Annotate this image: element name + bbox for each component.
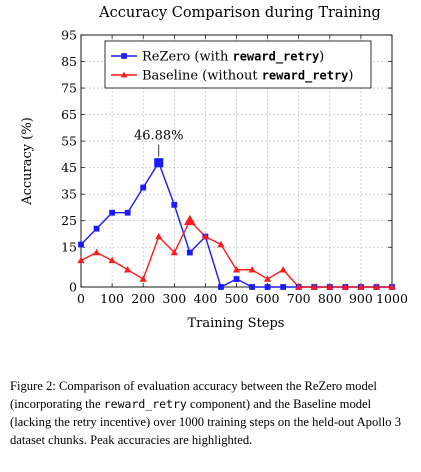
series-markers [77, 158, 396, 290]
rezero-point [93, 225, 100, 232]
legend: ReZero (with reward_retry) Baseline (wit… [104, 40, 372, 89]
rezero-point [109, 209, 115, 216]
x-tick-label: 600 [256, 291, 280, 306]
accuracy-chart: Accuracy Comparison during Training 0 100… [20, 5, 408, 331]
y-tick-label: 95 [61, 28, 77, 43]
x-tick-label: 0 [77, 291, 85, 306]
y-axis-label: Accuracy (%) [20, 117, 35, 206]
baseline-point [341, 283, 349, 290]
legend-baseline-marker [120, 71, 128, 78]
baseline-point [155, 233, 163, 240]
legend-baseline-text-2: ) [348, 69, 353, 84]
x-tick-label: 800 [318, 291, 342, 306]
baseline-point [139, 275, 147, 282]
legend-box [104, 40, 372, 89]
x-tick-label: 1000 [376, 291, 408, 306]
x-tick-label: 200 [131, 291, 155, 306]
rezero-point [233, 276, 240, 282]
legend-rezero-text-2: ) [319, 50, 324, 65]
y-tick-label: 25 [61, 213, 77, 228]
y-tick-label: 45 [61, 160, 77, 175]
baseline-point [326, 283, 334, 290]
baseline-point [232, 266, 241, 273]
baseline-point [124, 266, 132, 273]
x-tick-label: 500 [225, 291, 249, 306]
baseline-point [248, 266, 256, 273]
y-tick-label: 35 [61, 187, 77, 202]
y-tick-label: 55 [61, 134, 77, 149]
y-tick-label: 85 [61, 54, 77, 69]
baseline-point [77, 256, 85, 264]
legend-rezero-text-1: ReZero (with [142, 50, 232, 65]
baseline-point [108, 256, 116, 264]
rezero-point [171, 201, 178, 208]
baseline-point [357, 283, 365, 290]
baseline-point [170, 248, 178, 256]
x-tick-label: 700 [287, 291, 311, 306]
y-tick-label: 65 [61, 107, 77, 122]
baseline-point [184, 214, 196, 226]
x-tick-label: 900 [349, 291, 373, 306]
caption-text-2: component) and the Baseline model (lacki… [10, 397, 402, 447]
rezero-point [186, 249, 193, 256]
x-tick-label: 300 [162, 291, 186, 306]
caption-text-1: Figure 2: Comparison of evaluation accur… [10, 379, 377, 411]
baseline-point [92, 248, 101, 256]
baseline-point [279, 266, 287, 273]
legend-baseline-code: reward_retry [262, 69, 349, 84]
legend-rezero-marker [121, 53, 127, 59]
legend-baseline-label: Baseline (without reward_retry) [142, 69, 353, 84]
baseline-point [295, 283, 303, 290]
legend-baseline-text-1: Baseline (without [142, 69, 262, 84]
rezero-point [280, 284, 287, 290]
figure-caption: Figure 2: Comparison of evaluation accur… [10, 377, 412, 449]
y-tick-label: 15 [61, 240, 77, 255]
peak-annotation: 46.88% [134, 129, 184, 157]
rezero-point [218, 284, 224, 290]
tick-labels: 0 100 200 300 400 500 600 700 800 900 1000 0 15 25 35 4… [61, 28, 408, 307]
rezero-point [140, 184, 147, 191]
baseline-point [372, 283, 381, 290]
rezero-point [78, 241, 84, 248]
rezero-point [124, 209, 131, 216]
x-axis-label: Training Steps [188, 316, 285, 331]
rezero-point [154, 158, 164, 168]
x-tick-label: 400 [193, 291, 217, 306]
baseline-point [201, 233, 209, 240]
rezero-point [249, 284, 255, 290]
rezero-point [264, 284, 271, 290]
x-tick-label: 100 [100, 291, 124, 306]
baseline-point [264, 275, 272, 282]
chart-title: Accuracy Comparison during Training [98, 5, 381, 21]
legend-rezero-label: ReZero (with reward_retry) [142, 50, 324, 65]
y-tick-label: 75 [61, 81, 77, 96]
y-tick-label: 0 [69, 280, 77, 295]
caption-code: reward_retry [103, 397, 187, 411]
baseline-point [217, 240, 225, 248]
legend-rezero-code: reward_retry [232, 50, 319, 65]
baseline-point [310, 283, 318, 290]
annotation-label: 46.88% [134, 129, 184, 144]
baseline-point [388, 283, 396, 290]
